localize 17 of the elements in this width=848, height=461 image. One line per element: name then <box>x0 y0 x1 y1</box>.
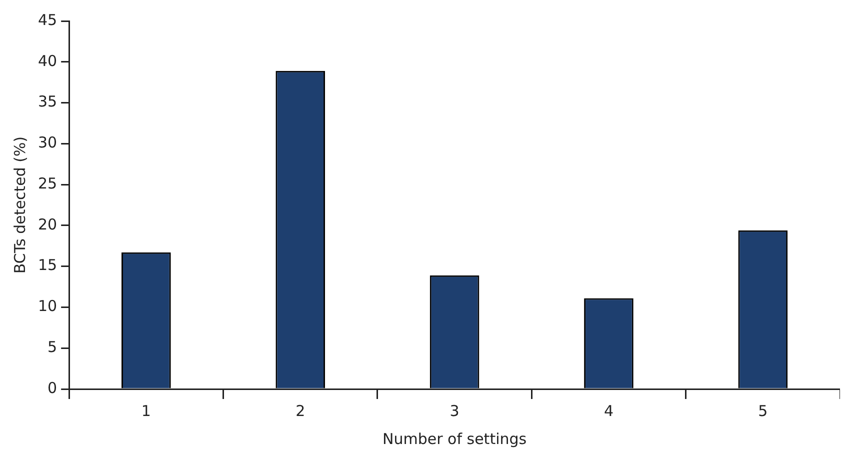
y-tick-label: 0 <box>48 378 58 397</box>
x-tick-label: 2 <box>296 402 306 420</box>
y-axis-title: BCTs detected (%) <box>10 136 29 274</box>
y-tick-label: 35 <box>38 92 58 111</box>
x-tick-label: 5 <box>758 402 768 420</box>
x-tick-label: 4 <box>604 402 614 420</box>
x-tick-label: 1 <box>141 402 151 420</box>
y-tick-label: 15 <box>38 256 58 274</box>
y-tick-label: 40 <box>38 52 58 70</box>
y-tick-label: 5 <box>48 338 58 356</box>
y-tick-label: 10 <box>38 297 58 316</box>
x-axis-title: Number of settings <box>382 430 527 448</box>
x-tick-label: 3 <box>450 402 460 420</box>
y-tick-label: 25 <box>38 174 58 192</box>
y-tick-label: 30 <box>38 134 58 152</box>
y-tick-label: 20 <box>38 215 58 234</box>
y-tick-label: 45 <box>38 10 58 29</box>
